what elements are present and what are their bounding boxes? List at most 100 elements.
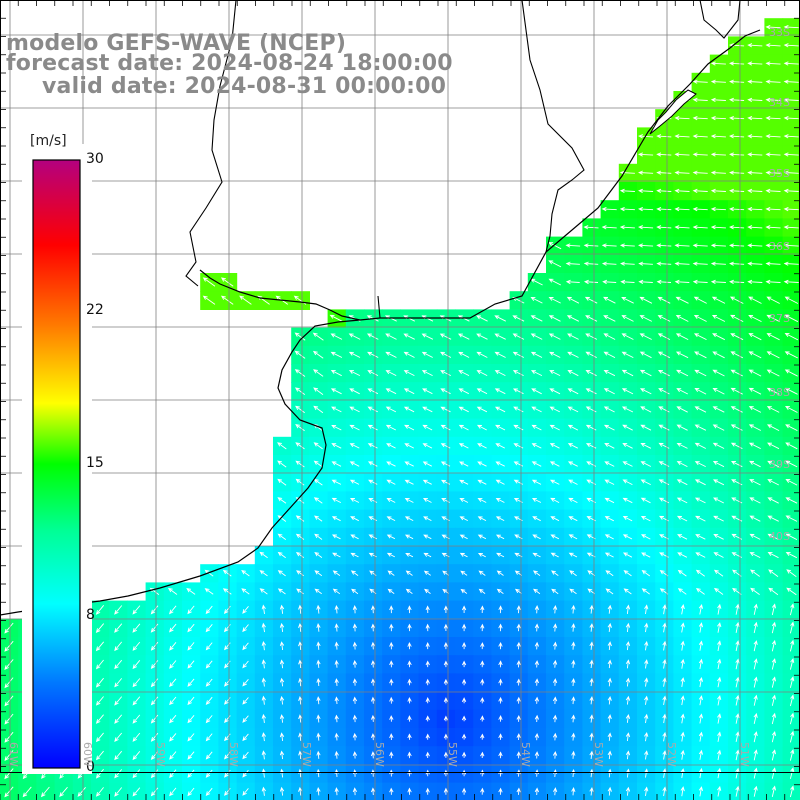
wind-arrow-icon	[789, 730, 795, 743]
wind-arrow-icon	[604, 497, 615, 504]
wind-arrow-icon	[692, 225, 708, 230]
wind-arrow-icon	[698, 713, 704, 724]
wind-arrow-icon	[4, 713, 14, 725]
wind-arrow-icon	[748, 406, 762, 413]
wind-arrow-icon	[169, 733, 177, 742]
wind-arrow-icon	[443, 605, 449, 613]
wind-arrow-icon	[766, 424, 780, 431]
wind-arrow-icon	[389, 623, 394, 632]
wind-arrow-icon	[767, 460, 780, 468]
wind-arrow-icon	[784, 333, 799, 341]
wind-arrow-icon	[771, 676, 777, 688]
wind-arrow-icon	[662, 604, 667, 615]
wind-arrow-icon	[621, 333, 634, 340]
wind-arrow-icon	[747, 225, 763, 230]
wind-arrow-icon	[169, 787, 177, 797]
wind-arrow-icon	[656, 152, 672, 157]
wind-arrow-icon	[638, 225, 654, 230]
wind-arrow-icon	[334, 696, 339, 705]
wind-arrow-icon	[766, 387, 780, 395]
wind-arrow-icon	[242, 679, 249, 687]
wind-arrow-icon	[553, 641, 558, 650]
wind-arrow-icon	[680, 658, 685, 669]
wind-arrow-icon	[513, 424, 524, 431]
wind-arrow-icon	[783, 43, 799, 48]
wind-arrow-icon	[676, 424, 688, 431]
wind-arrow-icon	[443, 642, 449, 650]
wind-arrow-icon	[331, 424, 342, 431]
wind-arrow-icon	[712, 424, 725, 431]
wind-arrow-icon	[712, 369, 725, 377]
wind-arrow-icon	[334, 678, 339, 686]
colorbar-tick-0: 0	[86, 759, 95, 775]
wind-speed-cell	[782, 364, 800, 383]
wind-arrow-icon	[767, 442, 780, 450]
wind-arrow-icon	[477, 461, 487, 467]
lat-label: 40S	[769, 530, 790, 543]
wind-arrow-icon	[656, 279, 672, 284]
wind-arrow-icon	[405, 552, 414, 558]
wind-arrow-icon	[389, 733, 394, 741]
wind-arrow-icon	[784, 406, 798, 413]
wind-arrow-icon	[711, 296, 726, 304]
wind-arrow-icon	[658, 461, 670, 467]
wind-arrow-icon	[4, 677, 14, 689]
wind-arrow-icon	[480, 623, 485, 632]
wind-arrow-icon	[747, 188, 763, 193]
wind-speed-cell	[782, 782, 800, 800]
wind-arrow-icon	[585, 315, 598, 322]
wind-arrow-icon	[294, 387, 306, 395]
wind-arrow-icon	[753, 676, 758, 688]
wind-arrow-icon	[603, 370, 616, 377]
wind-arrow-icon	[314, 533, 323, 540]
wind-arrow-icon	[277, 460, 287, 468]
wind-arrow-icon	[407, 733, 412, 740]
wind-arrow-icon	[676, 388, 689, 395]
wind-arrow-icon	[710, 225, 726, 230]
wind-arrow-icon	[789, 694, 795, 707]
wind-arrow-icon	[187, 733, 195, 742]
wind-arrow-icon	[132, 678, 141, 688]
wind-arrow-icon	[476, 351, 488, 358]
wind-arrow-icon	[623, 570, 632, 577]
wind-arrow-icon	[298, 695, 303, 705]
wind-arrow-icon	[710, 261, 726, 266]
wind-arrow-icon	[674, 134, 690, 139]
wind-arrow-icon	[662, 768, 667, 778]
wind-arrow-icon	[261, 713, 266, 723]
wind-arrow-icon	[114, 623, 123, 633]
border-line	[185, 0, 741, 319]
wind-arrow-icon	[747, 152, 763, 157]
wind-arrow-icon	[370, 787, 376, 796]
wind-arrow-icon	[458, 388, 470, 395]
wind-arrow-icon	[261, 750, 266, 760]
wind-arrow-icon	[713, 515, 724, 522]
wind-arrow-icon	[748, 314, 762, 323]
wind-arrow-icon	[404, 424, 415, 431]
wind-arrow-icon	[242, 697, 249, 705]
wind-arrow-icon	[620, 261, 635, 266]
wind-arrow-icon	[150, 751, 159, 761]
wind-arrow-icon	[604, 552, 614, 558]
wind-arrow-icon	[676, 461, 688, 468]
wind-arrow-icon	[765, 43, 781, 48]
wind-arrow-icon	[771, 621, 777, 634]
wind-arrow-icon	[494, 351, 506, 358]
lat-label: 34S	[769, 96, 790, 109]
wind-arrow-icon	[314, 551, 323, 558]
wind-arrow-icon	[571, 732, 576, 741]
wind-arrow-icon	[765, 134, 781, 139]
wind-arrow-icon	[532, 516, 541, 522]
wind-arrow-icon	[443, 733, 449, 740]
wind-arrow-icon	[657, 296, 671, 304]
wind-arrow-icon	[589, 732, 594, 741]
wind-arrow-icon	[694, 369, 707, 377]
wind-arrow-icon	[389, 660, 394, 668]
wind-arrow-icon	[567, 388, 579, 395]
wind-arrow-icon	[747, 79, 763, 84]
wind-arrow-icon	[711, 315, 726, 322]
wind-arrow-icon	[713, 587, 724, 595]
wind-arrow-icon	[405, 588, 413, 594]
wind-arrow-icon	[638, 188, 654, 193]
wind-arrow-icon	[717, 749, 722, 761]
